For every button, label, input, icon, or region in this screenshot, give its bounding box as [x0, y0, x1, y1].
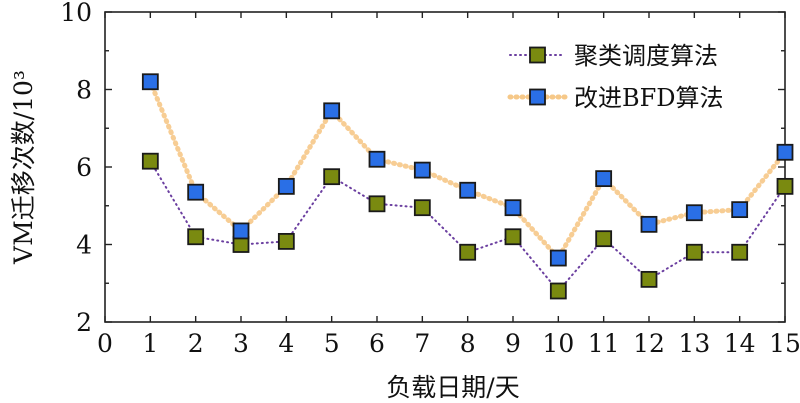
x-tick-label: 5 [324, 329, 340, 358]
data-point-cluster [595, 230, 613, 248]
data-point-bfd [187, 183, 205, 201]
x-tick-label: 10 [542, 329, 574, 358]
x-tick-label: 9 [505, 329, 521, 358]
data-point-cluster [685, 243, 703, 261]
data-point-cluster [368, 195, 386, 213]
y-tick-label: 8 [76, 76, 92, 105]
data-point-cluster [323, 168, 341, 186]
data-point-cluster [459, 243, 477, 261]
data-point-cluster [504, 228, 522, 246]
data-point-bfd [413, 161, 431, 179]
data-point-cluster [640, 270, 658, 288]
data-point-bfd [640, 215, 658, 233]
data-point-bfd [776, 143, 794, 161]
data-point-bfd [323, 102, 341, 120]
y-tick-label: 4 [76, 231, 92, 260]
legend-label-cluster: 聚类调度算法 [574, 42, 718, 70]
data-point-bfd [504, 199, 522, 217]
legend-marker-bfd [529, 88, 546, 106]
data-point-bfd [685, 204, 703, 222]
data-point-cluster [277, 232, 295, 250]
x-tick-label: 13 [678, 329, 710, 358]
legend-label-bfd: 改进BFD算法 [574, 84, 724, 112]
x-tick-label: 15 [769, 329, 800, 358]
y-axis-title: VM迁移次数/10³ [9, 70, 38, 265]
x-tick-label: 4 [278, 329, 294, 358]
data-point-cluster [731, 243, 749, 261]
data-point-bfd [731, 201, 749, 219]
data-point-bfd [277, 177, 295, 195]
data-point-cluster [187, 228, 205, 246]
data-point-bfd [459, 181, 477, 199]
data-point-cluster [549, 282, 567, 300]
data-point-bfd [368, 150, 386, 168]
legend-marker-cluster [529, 46, 546, 64]
x-tick-label: 3 [233, 329, 249, 358]
x-tick-label: 8 [460, 329, 476, 358]
data-point-cluster [776, 177, 794, 195]
data-point-bfd [141, 73, 159, 91]
x-tick-label: 11 [588, 329, 620, 358]
y-tick-label: 2 [76, 308, 92, 337]
x-tick-label: 14 [724, 329, 756, 358]
x-tick-label: 7 [414, 329, 430, 358]
y-tick-label: 10 [60, 0, 92, 27]
data-point-bfd [549, 249, 567, 267]
data-point-cluster [413, 199, 431, 217]
data-point-bfd [232, 222, 250, 240]
x-tick-label: 2 [188, 329, 204, 358]
y-tick-label: 6 [76, 153, 92, 182]
x-axis-title: 负载日期/天 [386, 373, 519, 402]
data-point-cluster [141, 152, 159, 170]
x-tick-label: 6 [369, 329, 385, 358]
data-point-bfd [595, 170, 613, 188]
x-tick-label: 1 [142, 329, 158, 358]
x-tick-label: 0 [97, 329, 113, 358]
x-tick-label: 12 [633, 329, 665, 358]
